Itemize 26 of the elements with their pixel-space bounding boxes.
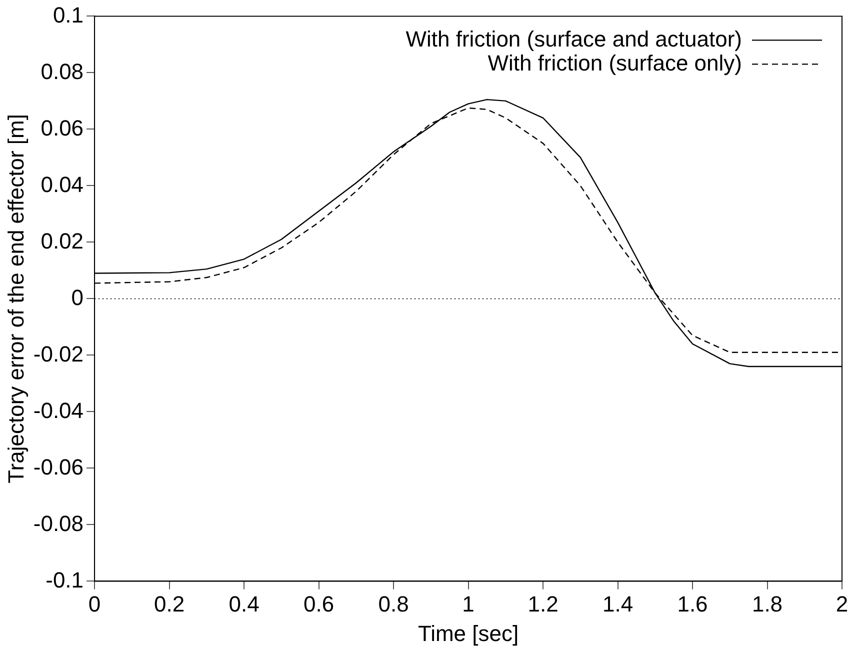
y-tick-label: 0.02: [40, 228, 84, 254]
y-tick-label: 0.08: [40, 58, 84, 84]
y-axis-title: Trajectory error of the end effector [m]: [3, 114, 28, 484]
x-axis-title: Time [sec]: [418, 620, 519, 646]
y-tick-label: -0.08: [33, 510, 84, 536]
y-tick-label: -0.04: [33, 398, 84, 423]
x-tick-label: 0.6: [303, 591, 334, 616]
x-tick-label: 1: [462, 591, 474, 616]
y-tick-label: 0.06: [40, 115, 84, 140]
x-tick-label: 2: [836, 591, 848, 616]
x-tick-label: 1.8: [752, 591, 783, 616]
x-tick-label: 1.6: [677, 591, 708, 616]
y-tick-label: 0.1: [52, 2, 84, 28]
x-tick-label: 0.8: [378, 591, 409, 616]
x-tick-label: 1.2: [528, 591, 558, 616]
x-tick-label: 0.4: [228, 591, 260, 616]
y-tick-label: 0: [71, 284, 84, 310]
y-tick-label: -0.1: [46, 567, 84, 592]
y-tick-label: 0.04: [40, 172, 84, 197]
x-tick-label: 1.4: [602, 591, 634, 616]
x-tick-label: 0.2: [154, 591, 185, 616]
y-tick-label: -0.02: [33, 341, 84, 366]
legend-label: With friction (surface and actuator): [406, 26, 742, 52]
x-tick-label: 0: [88, 591, 101, 616]
legend-label: With friction (surface only): [488, 50, 742, 76]
y-tick-label: -0.06: [33, 454, 84, 480]
